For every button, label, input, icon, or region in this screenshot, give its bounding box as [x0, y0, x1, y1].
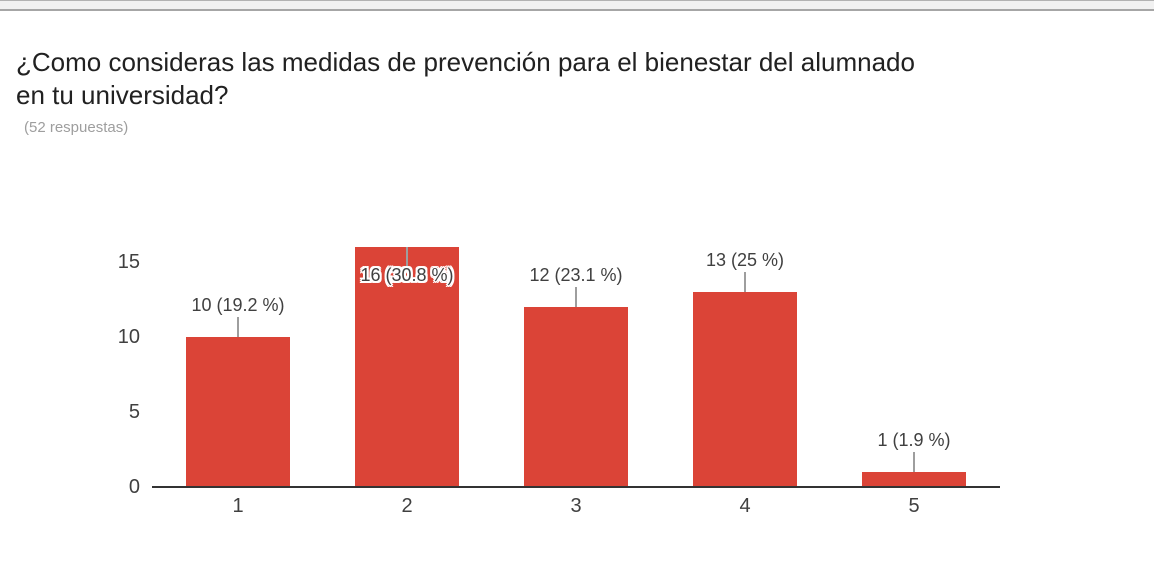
x-axis-category-label: 4 [739, 495, 751, 517]
bar-value-label: 13 (25 %) [705, 250, 785, 270]
bar[interactable] [355, 247, 459, 487]
x-axis-category-label: 3 [570, 495, 582, 517]
annotation-stem [575, 287, 577, 307]
y-axis-tick-label: 5 [128, 401, 140, 423]
bar-value-label: 12 (23.1 %) [529, 265, 623, 285]
bar[interactable] [186, 337, 290, 487]
y-axis-tick-label: 10 [117, 326, 140, 348]
y-axis-tick-label: 15 [117, 251, 140, 273]
bar[interactable] [524, 307, 628, 487]
question-title: ¿Como consideras las medidas de prevenci… [16, 47, 915, 110]
annotation-stem [406, 247, 408, 266]
annotation-stem [744, 272, 746, 292]
bar-value-label: 16 (30.8 %) [360, 265, 454, 285]
x-axis-category-label: 5 [908, 495, 920, 517]
x-axis-category-label: 1 [232, 495, 244, 517]
y-axis-tick-label: 0 [128, 476, 140, 498]
bar[interactable] [862, 472, 966, 487]
bar-value-label: 1 (1.9 %) [877, 430, 951, 450]
horizontal-scrollbar[interactable] [0, 0, 1154, 11]
x-axis-category-label: 2 [401, 495, 413, 517]
annotation-stem [913, 452, 915, 472]
bar[interactable] [693, 292, 797, 487]
x-axis-baseline [152, 486, 1000, 488]
bar-value-label: 10 (19.2 %) [191, 295, 285, 315]
responses-count: (52 respuestas) [24, 119, 129, 136]
annotation-stem [237, 317, 239, 337]
